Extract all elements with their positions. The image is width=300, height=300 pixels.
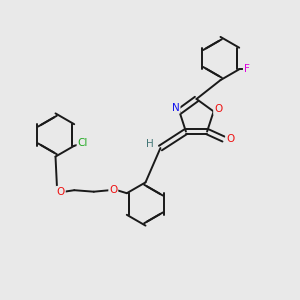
Text: N: N <box>172 103 180 113</box>
Text: Cl: Cl <box>77 138 88 148</box>
Text: H: H <box>146 139 154 148</box>
Text: O: O <box>109 185 117 195</box>
Text: O: O <box>57 187 65 197</box>
Text: O: O <box>214 104 222 114</box>
Text: F: F <box>244 64 250 74</box>
Text: O: O <box>226 134 234 144</box>
